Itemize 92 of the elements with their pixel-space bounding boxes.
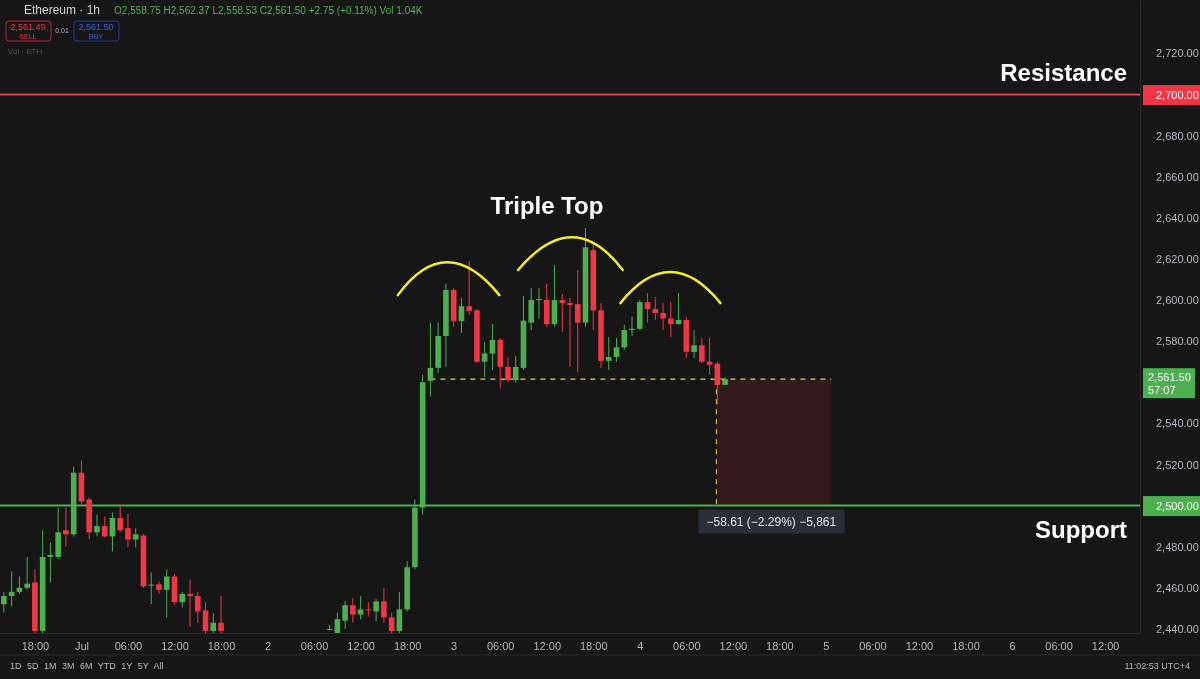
y-tick-label: 2,480.00 xyxy=(1156,540,1199,553)
candlestick xyxy=(350,597,356,624)
candlestick xyxy=(125,513,131,548)
y-tick-label: 2,460.00 xyxy=(1156,581,1199,594)
text: 57:07 xyxy=(1148,384,1176,397)
y-tick-label: 2,520.00 xyxy=(1156,458,1199,471)
candlestick xyxy=(668,301,674,338)
x-tick-label: 18:00 xyxy=(766,639,794,652)
candlestick xyxy=(117,506,123,533)
candlestick xyxy=(691,329,697,359)
text: 2,561.50 xyxy=(1148,371,1191,384)
candlestick xyxy=(132,527,139,548)
ref-line-label: Support xyxy=(1035,515,1127,543)
candlestick xyxy=(1,591,7,613)
annotation: −58.61 (−2.29%) −5,861 xyxy=(706,514,837,529)
candlestick xyxy=(481,341,488,378)
x-tick-label: 12:00 xyxy=(533,639,561,652)
candlestick xyxy=(567,297,573,368)
text: 1D 5D 1M 3M 6M YTD 1Y 5Y All xyxy=(10,661,164,671)
candlestick xyxy=(396,591,403,633)
x-tick-label: 18:00 xyxy=(207,639,236,652)
candlestick xyxy=(210,612,217,633)
candlestick xyxy=(528,287,535,331)
annotation: 2,561.49 xyxy=(10,22,46,32)
x-tick-label: 2 xyxy=(264,639,272,652)
candlestick xyxy=(163,568,170,618)
x-tick-label: 18:00 xyxy=(21,639,50,652)
chart-title: Ethereum · 1h xyxy=(24,3,101,17)
candlestick xyxy=(621,324,628,351)
y-tick-label: 2,580.00 xyxy=(1156,335,1199,348)
x-tick-label: 4 xyxy=(637,639,644,652)
candlestick xyxy=(559,293,566,333)
x-tick-label: 12:00 xyxy=(1091,639,1120,652)
y-tick-label: 2,600.00 xyxy=(1156,294,1199,307)
candlestick xyxy=(605,336,612,371)
x-tick-label: 06:00 xyxy=(1045,639,1073,652)
candlestick xyxy=(574,269,581,373)
candlestick xyxy=(148,571,155,605)
candlestick xyxy=(47,542,54,583)
candlestick xyxy=(652,296,659,321)
candlestick xyxy=(357,595,364,620)
candlestick xyxy=(194,591,201,624)
candlestick xyxy=(512,355,519,384)
y-tick-label: 2,680.00 xyxy=(1156,129,1199,142)
y-tick-label: 2,540.00 xyxy=(1156,417,1199,430)
candlestick xyxy=(202,601,209,633)
x-tick-label: 06:00 xyxy=(859,639,887,652)
candlestick xyxy=(24,556,30,591)
x-tick-label: 18:00 xyxy=(580,639,608,652)
candlestick xyxy=(187,579,193,628)
x-tick-label: 6 xyxy=(1009,639,1016,652)
y-tick-label: 2,500.00 xyxy=(1156,499,1199,512)
y-tick-label: 2,720.00 xyxy=(1156,47,1199,60)
candlestick xyxy=(458,297,465,334)
chart-subtitle: O2,558.75 H2,562.37 L2,558.53 C2,561.50 +2.75 (+0.11%) Vol 1.04K xyxy=(114,5,423,16)
candlestick xyxy=(466,260,472,316)
annotation: 2,561.50 xyxy=(78,22,114,32)
candlestick xyxy=(536,287,542,320)
candlestick xyxy=(505,357,511,383)
candlestick xyxy=(660,302,666,331)
candlestick xyxy=(342,600,348,630)
y-tick-label: 2,640.00 xyxy=(1156,211,1199,224)
x-tick-label: 06:00 xyxy=(300,639,329,652)
x-tick-label: 12:00 xyxy=(719,639,748,652)
x-tick-label: 12:00 xyxy=(347,639,375,652)
x-tick-label: 06:00 xyxy=(486,639,515,652)
candlestick xyxy=(381,587,387,624)
x-tick-label: 06:00 xyxy=(673,639,701,652)
candlestick xyxy=(699,337,705,364)
y-tick-label: 2,700.00 xyxy=(1156,88,1199,101)
y-tick-label: 2,620.00 xyxy=(1156,252,1199,265)
text: 11:02:53 UTC+4 xyxy=(1124,661,1190,671)
candlestick xyxy=(644,292,651,324)
candlestick xyxy=(388,611,395,633)
x-tick-label: 3 xyxy=(451,639,458,652)
candlestick xyxy=(94,514,100,537)
x-tick-label: Jul xyxy=(74,639,89,652)
x-tick-label: 06:00 xyxy=(114,639,143,652)
candlestick xyxy=(156,581,162,595)
x-tick-label: 5 xyxy=(823,639,830,652)
candlestick xyxy=(427,322,434,398)
x-tick-label: 12:00 xyxy=(161,639,189,652)
x-tick-label: 12:00 xyxy=(905,639,934,652)
candlestick xyxy=(63,507,69,548)
candlestick xyxy=(613,337,620,363)
candlestick xyxy=(373,598,379,622)
ref-line-label: Resistance xyxy=(1000,58,1127,86)
y-tick-label: 2,440.00 xyxy=(1156,622,1199,635)
x-tick-label: 18:00 xyxy=(393,639,422,652)
annotation: Triple Top xyxy=(490,192,604,219)
y-tick-label: 2,660.00 xyxy=(1156,170,1199,183)
x-tick-label: 18:00 xyxy=(952,639,980,652)
